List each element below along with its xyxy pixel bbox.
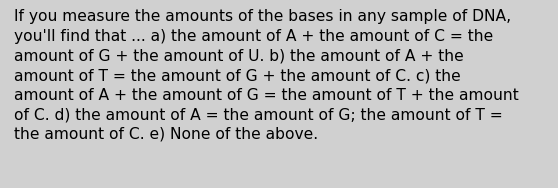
- Text: If you measure the amounts of the bases in any sample of DNA,
you'll find that .: If you measure the amounts of the bases …: [14, 9, 519, 142]
